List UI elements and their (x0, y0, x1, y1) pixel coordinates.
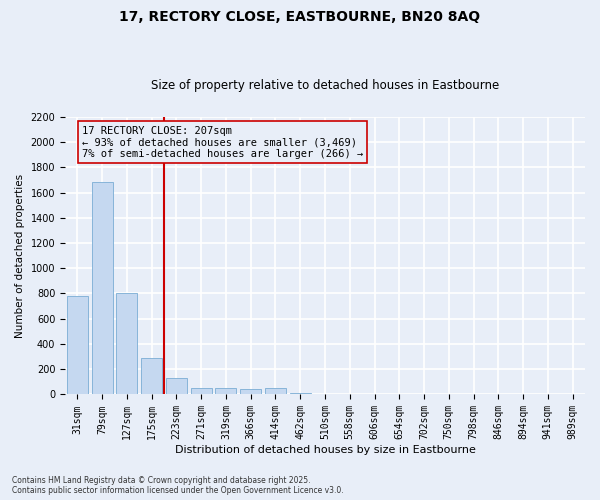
Bar (215, 388, 236, 394)
Bar (92, 182, 113, 394)
Text: Contains HM Land Registry data © Crown copyright and database right 2025.
Contai: Contains HM Land Registry data © Crown c… (12, 476, 344, 495)
Text: 17, RECTORY CLOSE, EASTBOURNE, BN20 8AQ: 17, RECTORY CLOSE, EASTBOURNE, BN20 8AQ (119, 10, 481, 24)
Bar (265, 388, 286, 394)
Text: 17 RECTORY CLOSE: 207sqm
← 93% of detached houses are smaller (3,469)
7% of semi: 17 RECTORY CLOSE: 207sqm ← 93% of detach… (82, 126, 363, 159)
Title: Size of property relative to detached houses in Eastbourne: Size of property relative to detached ho… (151, 79, 499, 92)
Bar (141, 358, 162, 395)
Bar (166, 378, 187, 394)
Bar (240, 390, 261, 394)
Bar (67, 296, 88, 394)
Bar (191, 388, 212, 394)
Bar (290, 393, 311, 394)
Bar (116, 294, 137, 394)
X-axis label: Distribution of detached houses by size in Eastbourne: Distribution of detached houses by size … (175, 445, 475, 455)
Y-axis label: Number of detached properties: Number of detached properties (15, 174, 25, 338)
